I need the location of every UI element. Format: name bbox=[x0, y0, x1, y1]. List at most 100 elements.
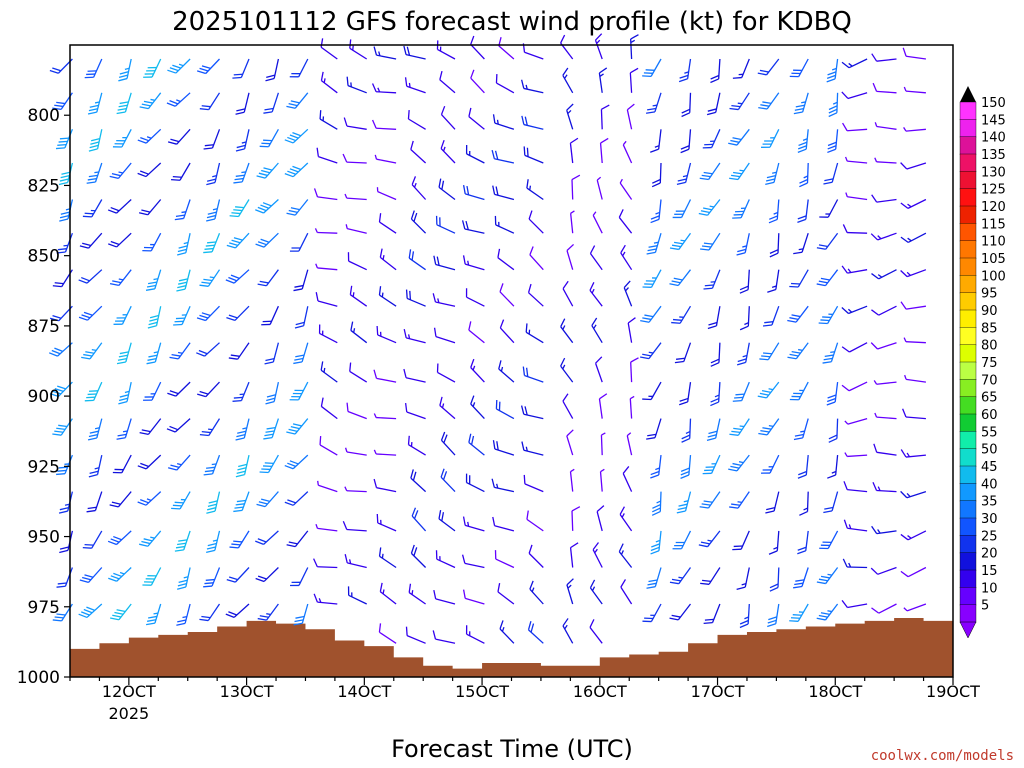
wind-barb bbox=[139, 530, 162, 547]
barb-flag-10kt bbox=[842, 122, 848, 132]
wind-barb bbox=[349, 362, 368, 383]
barb-flag-10kt bbox=[295, 615, 305, 619]
barb-flag-10kt bbox=[288, 209, 298, 214]
barb-flag-10kt bbox=[761, 472, 771, 474]
barb-flag-10kt bbox=[137, 501, 147, 506]
barb-flag-10kt bbox=[764, 140, 774, 142]
barb-flag-10kt bbox=[231, 239, 241, 244]
wind-barb bbox=[871, 53, 897, 62]
barb-staff bbox=[439, 79, 456, 94]
wind-barb bbox=[229, 530, 250, 549]
barb-flag-10kt bbox=[284, 464, 294, 470]
barb-flag-10kt bbox=[49, 317, 59, 322]
barb-flag-10kt bbox=[760, 104, 770, 107]
barb-flag-10kt bbox=[623, 280, 631, 289]
barb-flag-10kt bbox=[82, 546, 92, 549]
wind-barb bbox=[196, 305, 220, 322]
barb-flag-10kt bbox=[729, 506, 739, 509]
barb-flag-10kt bbox=[669, 283, 679, 287]
wind-barb bbox=[146, 342, 162, 365]
barb-flag-10kt bbox=[89, 390, 98, 392]
barb-staff bbox=[562, 400, 574, 419]
barb-flag-10kt bbox=[413, 547, 418, 557]
barb-flag-10kt bbox=[640, 320, 650, 323]
wind-barb bbox=[797, 530, 809, 555]
barb-staff bbox=[464, 562, 485, 569]
barb-flag-5kt bbox=[344, 193, 348, 199]
barb-flag-10kt bbox=[175, 214, 185, 217]
wind-barb bbox=[410, 210, 427, 234]
wind-barb bbox=[319, 110, 338, 130]
wind-barb bbox=[118, 58, 132, 82]
barb-flag-10kt bbox=[229, 215, 239, 218]
barb-flag-10kt bbox=[177, 619, 187, 623]
barb-staff bbox=[320, 46, 338, 60]
barb-staff bbox=[589, 627, 603, 644]
barb-flag-5kt bbox=[739, 425, 745, 428]
colorbar-label: 135 bbox=[981, 148, 1006, 163]
barb-flag-10kt bbox=[313, 188, 319, 198]
wind-barb bbox=[461, 554, 485, 569]
wind-barb bbox=[345, 224, 367, 234]
barb-flag-10kt bbox=[870, 342, 878, 350]
barb-flag-10kt bbox=[119, 394, 129, 398]
barb-flag-10kt bbox=[137, 139, 147, 144]
wind-barb bbox=[650, 129, 662, 153]
barb-flag-10kt bbox=[404, 77, 408, 87]
barb-staff bbox=[589, 253, 603, 271]
wind-barb bbox=[900, 301, 926, 310]
barb-flag-10kt bbox=[118, 77, 128, 82]
wind-barb bbox=[257, 269, 279, 287]
wind-barb bbox=[619, 506, 633, 532]
barb-staff bbox=[878, 603, 897, 614]
barb-flag-10kt bbox=[677, 506, 687, 511]
credit-text[interactable]: coolwx.com/models bbox=[871, 748, 1014, 764]
barb-flag-5kt bbox=[596, 39, 601, 44]
wind-barb bbox=[841, 381, 868, 392]
barb-flag-10kt bbox=[231, 212, 241, 215]
wind-barb bbox=[646, 233, 662, 255]
barb-flag-10kt bbox=[433, 590, 437, 600]
wind-barb bbox=[143, 381, 162, 401]
barb-flag-5kt bbox=[567, 584, 572, 589]
barb-flag-10kt bbox=[82, 242, 92, 247]
barb-flag-10kt bbox=[143, 399, 153, 401]
wind-barb bbox=[646, 567, 662, 589]
barb-flag-10kt bbox=[83, 608, 93, 614]
barb-flag-10kt bbox=[827, 145, 837, 150]
barb-flag-10kt bbox=[759, 358, 769, 361]
wind-barb bbox=[264, 342, 280, 365]
barb-flag-10kt bbox=[177, 582, 187, 587]
barb-flag-10kt bbox=[81, 611, 90, 616]
barb-flag-10kt bbox=[761, 355, 771, 358]
barb-flag-5kt bbox=[773, 211, 779, 215]
barb-flag-10kt bbox=[642, 620, 652, 623]
barb-flag-10kt bbox=[871, 607, 880, 614]
barb-flag-10kt bbox=[701, 503, 711, 506]
barb-flag-10kt bbox=[257, 617, 267, 621]
barb-flag-5kt bbox=[678, 576, 683, 579]
colorbar-label: 65 bbox=[981, 391, 998, 406]
colorbar-swatch bbox=[959, 517, 977, 537]
wind-barb bbox=[113, 305, 132, 325]
wind-barb bbox=[592, 211, 603, 234]
wind-barb bbox=[171, 162, 191, 181]
barb-flag-5kt bbox=[772, 171, 777, 174]
barb-flag-10kt bbox=[147, 357, 157, 361]
barb-flag-10kt bbox=[734, 396, 744, 399]
barb-flag-5kt bbox=[874, 412, 878, 418]
barb-flag-10kt bbox=[320, 38, 324, 48]
barb-flag-10kt bbox=[284, 501, 294, 506]
wind-barb bbox=[618, 209, 633, 234]
barb-flag-10kt bbox=[871, 194, 878, 203]
barb-flag-10kt bbox=[702, 472, 712, 475]
wind-barb bbox=[78, 305, 103, 321]
barb-flag-10kt bbox=[263, 436, 273, 440]
wind-barb bbox=[284, 128, 309, 144]
barb-flag-10kt bbox=[797, 145, 807, 150]
barb-flag-10kt bbox=[618, 209, 624, 218]
wind-barb bbox=[826, 58, 839, 83]
colorbar-swatch bbox=[959, 344, 977, 363]
wind-barb bbox=[49, 381, 73, 398]
colorbar-label: 90 bbox=[981, 304, 998, 319]
